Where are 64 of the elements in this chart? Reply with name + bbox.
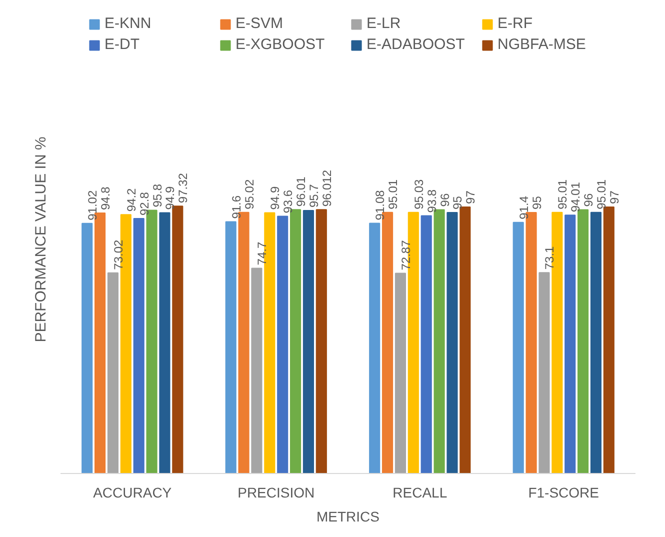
data-label: 97 <box>464 190 478 204</box>
data-label: 95.03 <box>412 179 426 210</box>
x-tick-label: PRECISION <box>238 484 315 500</box>
legend-label: E-DT <box>104 36 140 53</box>
data-label: 91.4 <box>516 196 531 220</box>
bar <box>264 212 276 474</box>
bar <box>302 210 314 474</box>
legend-label: E-RF <box>498 15 534 32</box>
data-label: 96 <box>582 193 596 207</box>
x-axis-title: METRICS <box>316 508 380 524</box>
bar <box>159 212 170 474</box>
x-tick-label: RECALL <box>392 484 448 500</box>
data-label: 73.1 <box>542 246 557 270</box>
bar <box>564 214 576 474</box>
data-label: 91.08 <box>373 190 388 220</box>
bar <box>420 215 432 474</box>
bar <box>133 218 144 474</box>
data-label: 97.32 <box>176 172 190 204</box>
data-label: 94.8 <box>98 186 113 210</box>
legend-label: E-LR <box>366 15 402 32</box>
data-label: 95.02 <box>242 179 256 210</box>
y-axis-title: PERFORMANCE VALUE IN % <box>32 136 50 342</box>
bar <box>590 212 602 474</box>
legend-label: NGBFA-MSE <box>498 36 587 53</box>
data-label: 94.2 <box>124 188 138 212</box>
data-label: 95.8 <box>150 184 164 208</box>
data-label: 95 <box>530 196 544 210</box>
bar <box>107 272 118 474</box>
bar <box>394 272 406 474</box>
data-label: 95.7 <box>306 184 321 208</box>
data-label: 95 <box>450 196 465 210</box>
bar <box>225 221 236 474</box>
data-label: 93.6 <box>281 190 296 214</box>
data-label: 94.01 <box>568 182 583 212</box>
x-tick-label: ACCURACY <box>93 484 172 500</box>
data-label: 73.02 <box>111 239 126 270</box>
data-label: 96.01 <box>294 176 308 207</box>
bar <box>82 222 93 474</box>
data-label: 97 <box>607 190 622 204</box>
legend-label: E-KNN <box>104 15 152 32</box>
legend-label: E-ADABOOST <box>366 36 466 53</box>
x-tick-label: F1-SCORE <box>528 484 600 500</box>
legend-label: E-XGBOOST <box>236 36 326 53</box>
data-label: 72.87 <box>398 240 413 270</box>
data-label: 96 <box>438 193 452 207</box>
bar <box>251 268 262 474</box>
data-label: 95.01 <box>594 179 608 210</box>
bar <box>512 222 524 474</box>
bar <box>446 212 458 474</box>
data-label: 91.6 <box>229 195 244 219</box>
data-label: 93.8 <box>424 189 439 213</box>
bar <box>316 209 327 474</box>
data-label: 94.9 <box>268 186 282 210</box>
legend-label: E-SVM <box>236 15 284 32</box>
data-label: 92.8 <box>137 192 152 216</box>
data-label: 94.9 <box>163 186 178 210</box>
data-label: 95.01 <box>556 179 570 210</box>
bar <box>538 272 550 474</box>
bar <box>369 222 380 474</box>
data-label: 95.01 <box>386 179 400 210</box>
data-label: 96.012 <box>320 170 334 207</box>
bar <box>277 216 288 474</box>
data-label: 91.02 <box>86 190 100 220</box>
data-label: 74.7 <box>255 242 270 266</box>
